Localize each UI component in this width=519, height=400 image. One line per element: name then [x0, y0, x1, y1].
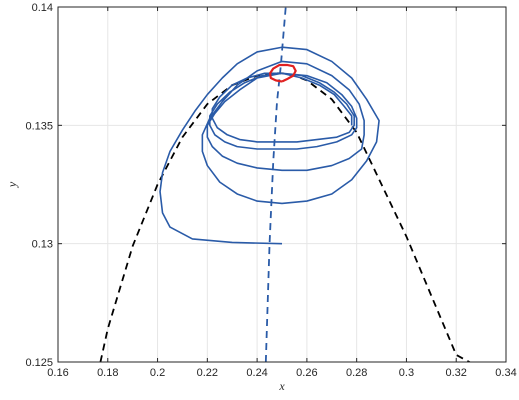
x-tick-label: 0.32: [446, 367, 467, 379]
x-tick-label: 0.3: [399, 367, 414, 379]
plot-area: [99, 7, 472, 362]
y-tick-label: 0.135: [25, 120, 53, 132]
x-tick-label: 0.34: [495, 367, 516, 379]
y-tick-label: 0.125: [25, 357, 53, 369]
axes-frame: [57, 6, 507, 363]
y-axis-label: y: [5, 181, 19, 188]
x-tick-label: 0.24: [246, 367, 267, 379]
x-tick-label: 0.26: [296, 367, 317, 379]
y-nullcline-curve: [264, 7, 287, 362]
y-tick-label: 0.14: [32, 2, 53, 14]
x-tick-label: 0.28: [346, 367, 367, 379]
x-tick-label: 0.22: [197, 367, 218, 379]
axes-box: [57, 6, 507, 363]
x-tick-label: 0.18: [97, 367, 118, 379]
ticks: 0.16 0.18 0.2 0.22 0.24 0.26 0.28 0.3 0.32 0.34 0.…: [25, 2, 516, 379]
trajectory-curve: [159, 46, 380, 245]
x-nullcline-curve: [99, 72, 472, 362]
x-tick-label: 0.2: [150, 367, 165, 379]
y-tick-label: 0.13: [32, 239, 53, 251]
x-axis-label: x: [278, 379, 285, 393]
limit-cycle-curve: [268, 63, 297, 83]
x-tick-label: 0.16: [47, 367, 68, 379]
